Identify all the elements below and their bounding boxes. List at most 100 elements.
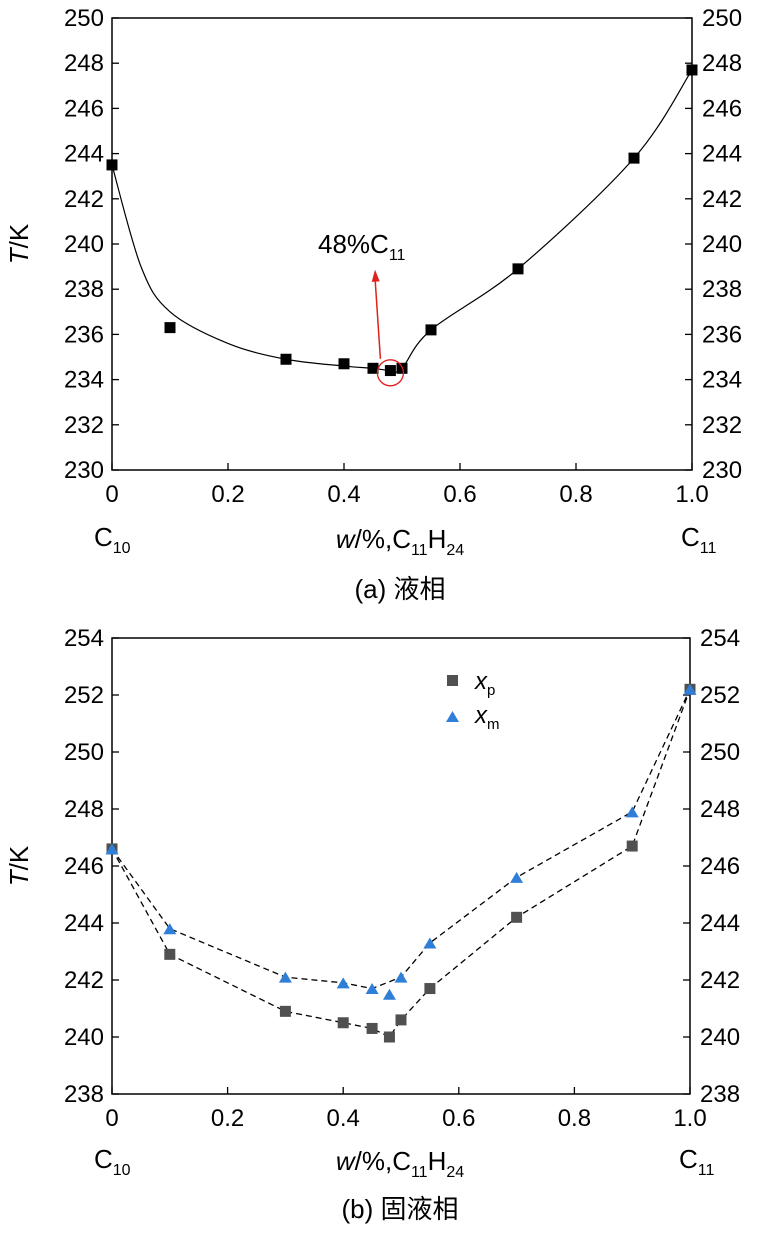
y-tick-label-right: 252 — [700, 682, 740, 709]
x-tick-label: 1.0 — [675, 481, 708, 508]
x-tick-label: 0.6 — [442, 1105, 475, 1132]
annotation-label: 48%C11 — [318, 229, 406, 264]
x-tick-label: 0.4 — [327, 481, 360, 508]
chart-b: 238 240 242 244 246 248 250 252 254 238 240 242 244… — [4, 625, 740, 1224]
data-point-square — [106, 159, 118, 171]
chart-a-x-axis-title: w/%,C11H24 — [336, 524, 464, 559]
y-tick-label-left: 232 — [64, 412, 104, 439]
dashed-fit-line — [111, 689, 691, 1038]
y-tick-label-right: 246 — [702, 95, 742, 122]
y-tick-label-right: 232 — [702, 412, 742, 439]
x-tick-label: 0.8 — [558, 1105, 591, 1132]
y-tick-label-left: 248 — [64, 50, 104, 77]
y-tick-label-left: 246 — [64, 95, 104, 122]
data-point-square — [279, 1005, 291, 1017]
data-point-triangle — [683, 683, 697, 695]
x-tick-label: 0.2 — [211, 1105, 244, 1132]
y-tick-label-right: 236 — [702, 321, 742, 348]
data-point-triangle — [278, 971, 292, 983]
annotation-arrowhead — [371, 269, 380, 282]
y-tick-label-right: 234 — [702, 367, 742, 394]
y-tick-label-left: 238 — [64, 276, 104, 303]
y-tick-label-right: 246 — [700, 853, 740, 880]
data-point-triangle — [163, 923, 177, 935]
data-point-square — [366, 1022, 378, 1034]
data-point-triangle — [382, 988, 396, 1000]
y-tick-label-right: 238 — [700, 1081, 740, 1108]
y-tick-label-right: 250 — [702, 5, 742, 32]
chart-a-caption: (a) 液相 — [354, 574, 445, 604]
y-tick-label-right: 244 — [700, 910, 740, 937]
chart-a: 230 232 234 236 238 240 242 244 246 248 250 230 232… — [4, 5, 742, 604]
data-point-triangle — [510, 871, 524, 883]
x-tick-label: 0.6 — [443, 481, 476, 508]
x-tick-label: 0.2 — [211, 481, 244, 508]
chart-a-x-right-component: C11 — [681, 522, 716, 557]
x-tick-label: 1.0 — [673, 1105, 706, 1132]
annotation-label-sub: 11 — [389, 247, 406, 264]
data-point-square — [367, 362, 379, 374]
y-tick-label-left: 248 — [64, 796, 104, 823]
chart-b-x-left-component: C10 — [94, 1144, 131, 1179]
x-tick-label: 0 — [105, 1105, 118, 1132]
x-tick-label: 0.4 — [327, 1105, 360, 1132]
y-tick-label-right: 248 — [702, 50, 742, 77]
data-point-square — [425, 324, 437, 336]
data-point-triangle — [365, 983, 379, 995]
y-tick-label-left: 254 — [64, 625, 104, 652]
data-point-triangle — [105, 843, 119, 855]
chart-a-y-axis-title: T/K — [4, 223, 34, 264]
data-point-square — [164, 948, 176, 960]
y-tick-label-left: 252 — [64, 682, 104, 709]
y-tick-label-left: 242 — [64, 186, 104, 213]
data-point-square — [626, 840, 638, 852]
data-point-square — [384, 365, 396, 377]
annotation-circle — [376, 359, 405, 387]
y-tick-label-left: 246 — [64, 853, 104, 880]
data-point-triangle — [423, 937, 437, 949]
y-tick-label-left: 242 — [64, 967, 104, 994]
chart-b-caption: (b) 固液相 — [341, 1194, 458, 1224]
x-tick-label: 0.8 — [559, 481, 592, 508]
data-point-square — [424, 983, 436, 995]
x-tick-label: 0 — [105, 481, 118, 508]
y-tick-label-right: 230 — [702, 457, 742, 484]
data-point-square — [164, 322, 176, 334]
legend-xp-label: xp — [474, 668, 495, 699]
data-point-triangle — [394, 971, 408, 983]
chart-b-x-ticks: 0 0.2 0.4 0.6 0.8 1.0 — [105, 1087, 707, 1132]
chart-b-x-right-component: C11 — [679, 1144, 714, 1179]
y-tick-label-left: 244 — [64, 141, 104, 168]
y-tick-label-right: 242 — [700, 967, 740, 994]
chart-b-y-ticks-right: 238 240 242 244 246 248 250 252 254 — [683, 625, 740, 1108]
data-point-square — [383, 1031, 395, 1043]
y-tick-label-left: 244 — [64, 910, 104, 937]
legend-xm-label: xm — [474, 702, 500, 733]
y-tick-label-left: 238 — [64, 1081, 104, 1108]
y-tick-label-left: 250 — [64, 5, 104, 32]
data-point-triangle — [625, 806, 639, 818]
y-tick-label-left: 230 — [64, 457, 104, 484]
chart-a-points — [106, 64, 698, 377]
chart-b-y-axis-title: T/K — [4, 845, 34, 886]
chart-b-points — [105, 683, 697, 1043]
chart-a-x-left-component: C10 — [94, 522, 131, 557]
dashed-fit-line — [111, 689, 691, 990]
chart-a-annotation: 48%C11 — [318, 229, 406, 387]
chart-a-x-ticks: 0 0.2 0.4 0.6 0.8 1.0 — [105, 463, 709, 508]
chart-b-plot-frame — [111, 637, 691, 1095]
chart-b-legend: xp xm — [446, 668, 500, 733]
y-tick-label-right: 238 — [702, 276, 742, 303]
chart-a-curves — [111, 69, 693, 373]
y-tick-label-right: 248 — [700, 796, 740, 823]
data-point-square — [395, 1014, 407, 1026]
data-point-square — [686, 64, 698, 76]
y-tick-label-left: 250 — [64, 739, 104, 766]
annotation-arrow — [374, 277, 382, 359]
chart-a-plot-frame — [111, 17, 693, 471]
chart-b-x-axis-title: w/%,C11H24 — [336, 1146, 464, 1181]
data-point-square — [511, 911, 523, 923]
legend-xm-marker — [446, 711, 459, 722]
y-tick-label-left: 240 — [64, 1024, 104, 1051]
